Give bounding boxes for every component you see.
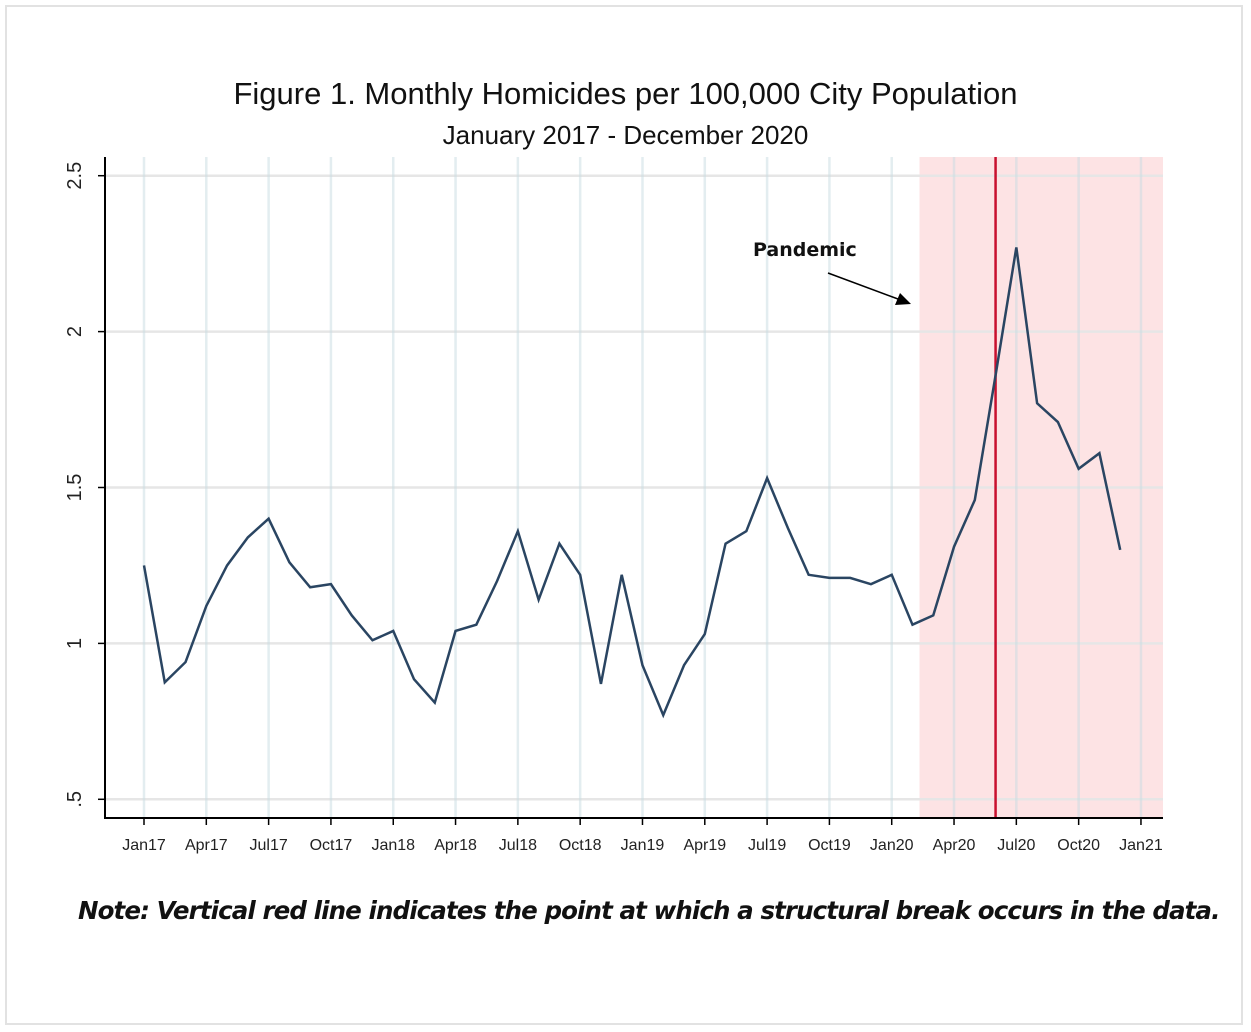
figure-frame	[5, 5, 1243, 1025]
y-tick-label: 2	[64, 326, 86, 337]
x-tick-label: Jan20	[870, 837, 914, 854]
y-tick-label: 1.5	[64, 474, 86, 502]
x-tick-label: Jul20	[997, 837, 1035, 854]
y-tick-label: 2.5	[64, 162, 86, 190]
x-tick-label: Jul19	[748, 837, 786, 854]
x-tick-label: Jan17	[122, 837, 166, 854]
x-tick-label: Apr17	[185, 837, 228, 854]
x-tick-label: Oct20	[1057, 837, 1100, 854]
x-tick-label: Apr19	[683, 837, 726, 854]
x-tick-label: Oct18	[559, 837, 602, 854]
x-tick-label: Jan21	[1119, 837, 1163, 854]
arrowhead-icon	[895, 293, 911, 305]
pandemic-annotation: Pandemic	[753, 239, 857, 261]
x-tick-label: Jul17	[249, 837, 287, 854]
chart-subtitle: January 2017 - December 2020	[442, 120, 809, 150]
annotation-arrow-line	[827, 272, 899, 300]
chart-title: Figure 1. Monthly Homicides per 100,000 …	[233, 76, 1018, 111]
y-tick-label: .5	[64, 791, 86, 808]
x-tick-label: Apr18	[434, 837, 477, 854]
x-tick-label: Oct19	[808, 837, 851, 854]
figure-note: Note: Vertical red line indicates the po…	[78, 896, 1220, 925]
x-tick-label: Jul18	[499, 837, 537, 854]
x-tick-label: Oct17	[310, 837, 353, 854]
series-line	[142, 247, 1122, 719]
y-tick-label: 1	[64, 638, 86, 649]
x-tick-label: Jan18	[371, 837, 415, 854]
x-tick-label: Apr20	[933, 837, 976, 854]
x-tick-label: Jan19	[621, 837, 665, 854]
